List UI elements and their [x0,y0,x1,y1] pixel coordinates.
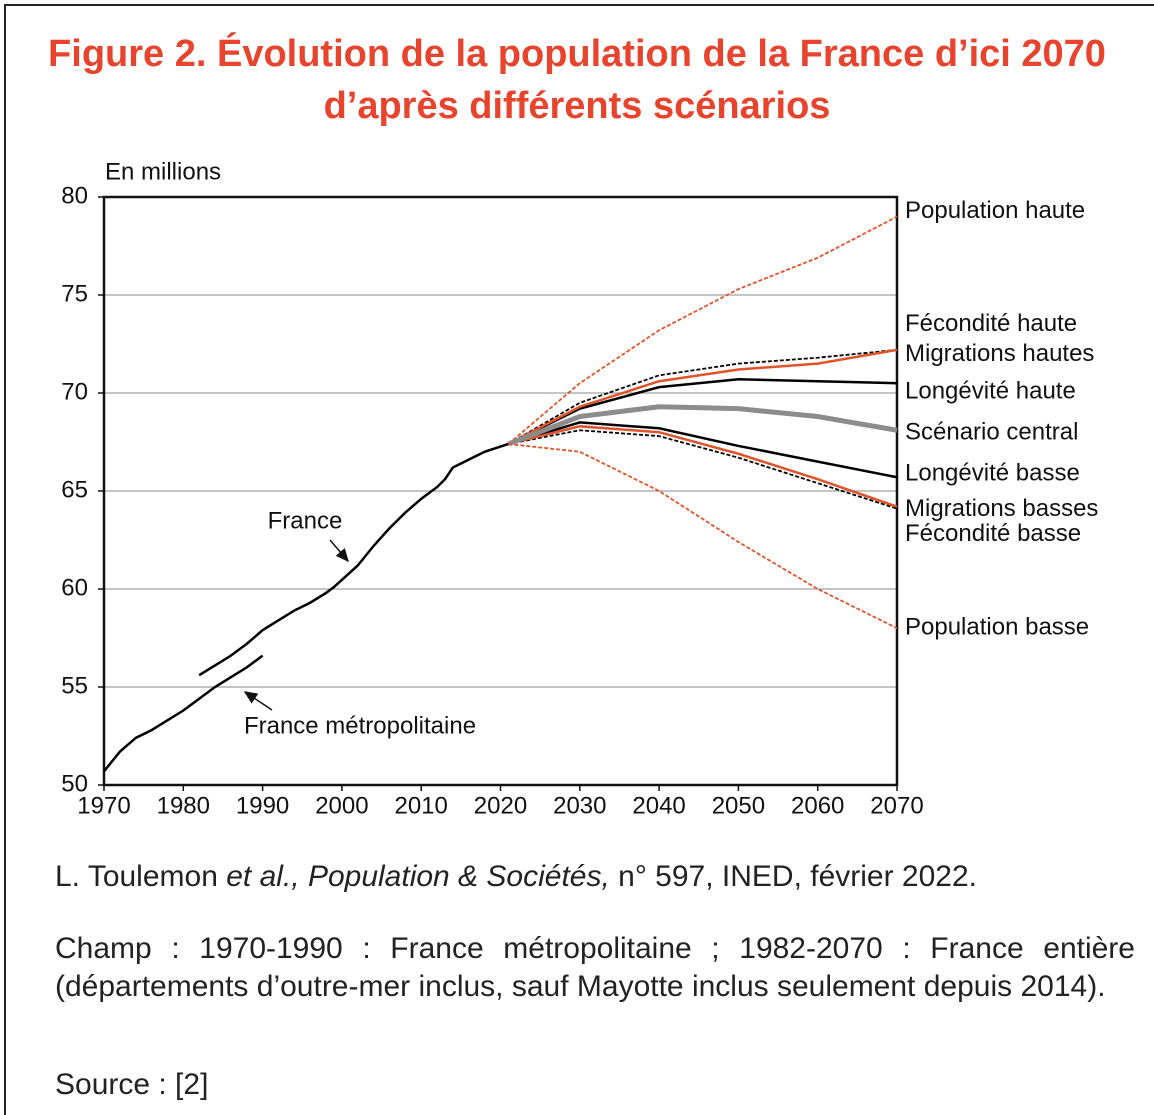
line [507,378,898,446]
series-label: Migrations hautes [905,340,1094,367]
series-label: Longévité basse [905,460,1080,487]
series-label: Population basse [905,614,1089,641]
x-tick-label: 2030 [553,792,606,819]
arrow [243,691,273,711]
source: L. Toulemon et al., Population & Société… [55,858,1135,896]
line [508,443,898,630]
y-tick-label: 80 [61,182,88,209]
source-italic: et al., Population & Sociétés, [226,860,610,893]
source-author: L. Toulemon [55,860,227,893]
arrow [329,539,349,563]
y-tick-label: 55 [61,672,88,699]
series-label: Fécondité basse [905,520,1081,547]
line [507,348,898,445]
series-label: Population haute [905,197,1085,224]
annotation: France métropolitaine [244,712,476,739]
y-tick-label: 65 [61,476,88,503]
series-label: Migrations basses [905,495,1098,522]
line [198,442,509,677]
source-rest: n° 597, INED, février 2022. [609,860,977,893]
line [508,421,898,479]
x-tick-label: 1980 [157,792,210,819]
x-tick-label: 2050 [712,792,765,819]
x-tick-label: 1970 [77,792,130,819]
annotation: France [268,507,343,534]
note: Source : [2] [55,1068,209,1101]
chart-title: Figure 2. Évolution de la population de … [48,33,1106,127]
x-tick-label: 2000 [315,792,368,819]
x-tick-label: 2060 [791,792,844,819]
x-tick-label: 2070 [870,792,923,819]
plot-frame [102,195,899,787]
line [507,404,898,447]
y-tick-label: 60 [61,574,88,601]
y-tick-label: 75 [61,280,88,307]
x-tick-label: 2040 [632,792,685,819]
y-tick-label: 50 [61,770,88,797]
frame [4,4,1154,1115]
series-label: Longévité haute [905,378,1076,405]
line [508,425,898,508]
series-label: Scénario central [905,419,1078,446]
chart: En millions France France métropolitaine… [61,158,1098,819]
line [508,429,898,510]
x-tick-label: 2010 [395,792,448,819]
line [103,654,264,773]
x-tick-label: 1990 [236,792,289,819]
series-label: Fécondité haute [905,310,1077,337]
x-tick-label: 2020 [474,792,527,819]
line [507,348,898,446]
y-axis-label: En millions [105,158,221,185]
y-tick-label: 70 [61,378,88,405]
note: Champ : 1970-1990 : France métropolitain… [55,932,1135,1003]
line [507,215,898,445]
